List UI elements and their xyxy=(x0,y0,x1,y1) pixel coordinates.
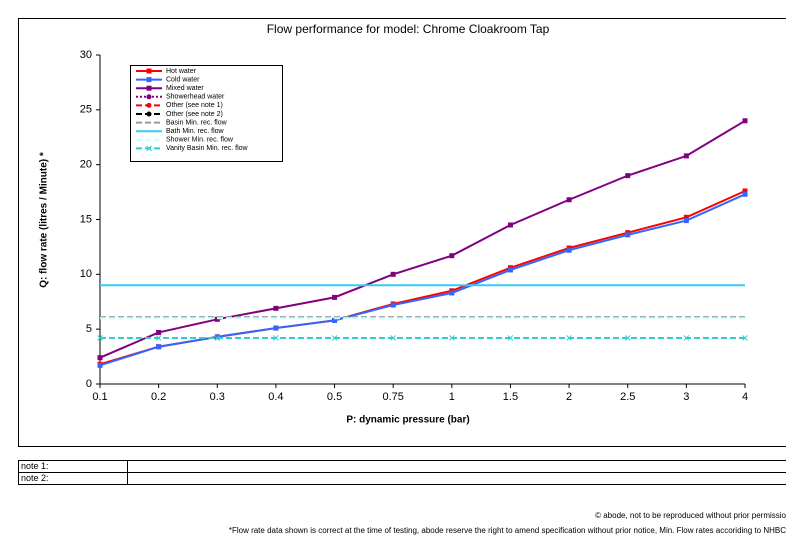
y-tick-label: 30 xyxy=(80,49,92,61)
marker xyxy=(214,316,220,322)
copyright: © abode, not to be reproduced without pr… xyxy=(595,511,786,520)
marker xyxy=(683,214,689,220)
legend-label: Hot water xyxy=(166,68,197,75)
y-tick-label: 0 xyxy=(86,378,92,390)
marker xyxy=(390,335,397,341)
marker xyxy=(97,335,103,341)
marker xyxy=(390,271,396,277)
marker xyxy=(449,253,455,259)
y-tick-label: 20 xyxy=(80,159,92,171)
marker xyxy=(331,335,338,341)
x-axis-label: P: dynamic pressure (bar) xyxy=(346,415,469,426)
marker xyxy=(448,335,455,341)
x-tick-label: 3 xyxy=(683,391,689,403)
marker xyxy=(742,335,748,341)
chart-title: Flow performance for model: Chrome Cloak… xyxy=(267,22,550,36)
legend-label: Other (see note 2) xyxy=(166,111,223,118)
x-tick-label: 0.75 xyxy=(382,391,403,403)
marker xyxy=(214,335,221,341)
marker xyxy=(507,222,513,228)
marker xyxy=(156,344,162,350)
x-tick-label: 1.5 xyxy=(503,391,518,403)
x-tick-label: 2.5 xyxy=(620,391,635,403)
y-tick-label: 15 xyxy=(80,213,92,225)
marker xyxy=(273,305,279,311)
x-tick-label: 2 xyxy=(566,391,572,403)
legend-label: Showerhead water xyxy=(166,94,225,101)
marker xyxy=(146,94,152,100)
x-tick-label: 0.2 xyxy=(151,391,166,403)
legend-label: Shower Min. rec. flow xyxy=(166,137,234,144)
marker xyxy=(146,145,152,152)
legend-label: Cold water xyxy=(166,76,200,83)
marker xyxy=(156,329,162,335)
marker xyxy=(146,77,152,83)
marker xyxy=(155,335,162,341)
marker xyxy=(146,85,152,91)
series-line xyxy=(99,119,746,359)
marker xyxy=(566,247,572,253)
note-label: note 1: xyxy=(21,461,49,471)
notes-table: note 1: note 2: xyxy=(18,460,786,485)
note-label: note 2: xyxy=(21,473,49,483)
y-tick-label: 10 xyxy=(80,268,92,280)
marker xyxy=(507,267,513,273)
legend-label: Bath Min. rec. flow xyxy=(166,128,225,135)
marker xyxy=(507,335,514,341)
marker xyxy=(273,325,279,331)
marker xyxy=(332,317,338,323)
x-tick-label: 0.1 xyxy=(92,391,107,403)
marker xyxy=(97,355,103,361)
x-tick-label: 0.4 xyxy=(268,391,283,403)
marker xyxy=(566,197,572,203)
marker xyxy=(742,118,748,124)
marker xyxy=(683,335,690,341)
marker xyxy=(146,111,152,117)
marker xyxy=(625,173,631,179)
x-tick-label: 0.5 xyxy=(327,391,342,403)
y-tick-label: 25 xyxy=(80,104,92,116)
marker xyxy=(742,191,748,197)
x-tick-label: 1 xyxy=(449,391,455,403)
disclaimer: *Flow rate data shown is correct at the … xyxy=(229,526,786,535)
marker xyxy=(390,302,396,308)
marker xyxy=(683,218,689,224)
marker xyxy=(566,335,572,341)
legend-label: Basin Min. rec. flow xyxy=(166,119,228,126)
marker xyxy=(214,334,220,340)
marker xyxy=(624,335,631,341)
marker xyxy=(273,335,279,341)
marker xyxy=(146,102,152,108)
marker xyxy=(683,153,689,159)
marker xyxy=(625,232,631,238)
series-line xyxy=(99,193,746,367)
marker xyxy=(97,362,103,368)
y-axis-label: Q: flow rate (litres / Minute) * xyxy=(39,152,50,288)
marker xyxy=(332,294,338,300)
marker xyxy=(146,68,152,74)
marker xyxy=(449,290,455,296)
legend-label: Vanity Basin Min. rec. flow xyxy=(166,145,249,152)
x-tick-label: 4 xyxy=(742,391,748,403)
y-tick-label: 5 xyxy=(86,323,92,335)
x-tick-label: 0.3 xyxy=(210,391,225,403)
marker xyxy=(742,188,748,194)
legend-label: Mixed water xyxy=(166,85,204,92)
legend-label: Other (see note 1) xyxy=(166,102,223,109)
